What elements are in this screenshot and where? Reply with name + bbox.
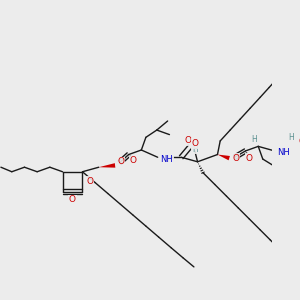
Text: H: H: [251, 135, 256, 144]
Text: O: O: [232, 154, 239, 163]
Text: H: H: [288, 133, 294, 142]
Text: O: O: [191, 139, 198, 148]
Text: O: O: [298, 137, 300, 146]
Polygon shape: [218, 154, 230, 160]
Text: H: H: [192, 145, 198, 154]
Text: O: O: [69, 195, 76, 204]
Text: NH: NH: [277, 148, 290, 157]
Text: O: O: [246, 154, 253, 163]
Polygon shape: [99, 163, 115, 168]
Text: NH: NH: [160, 154, 173, 164]
Text: O: O: [184, 136, 191, 146]
Text: O: O: [130, 156, 137, 165]
Text: O: O: [117, 157, 124, 166]
Text: O: O: [86, 177, 93, 186]
